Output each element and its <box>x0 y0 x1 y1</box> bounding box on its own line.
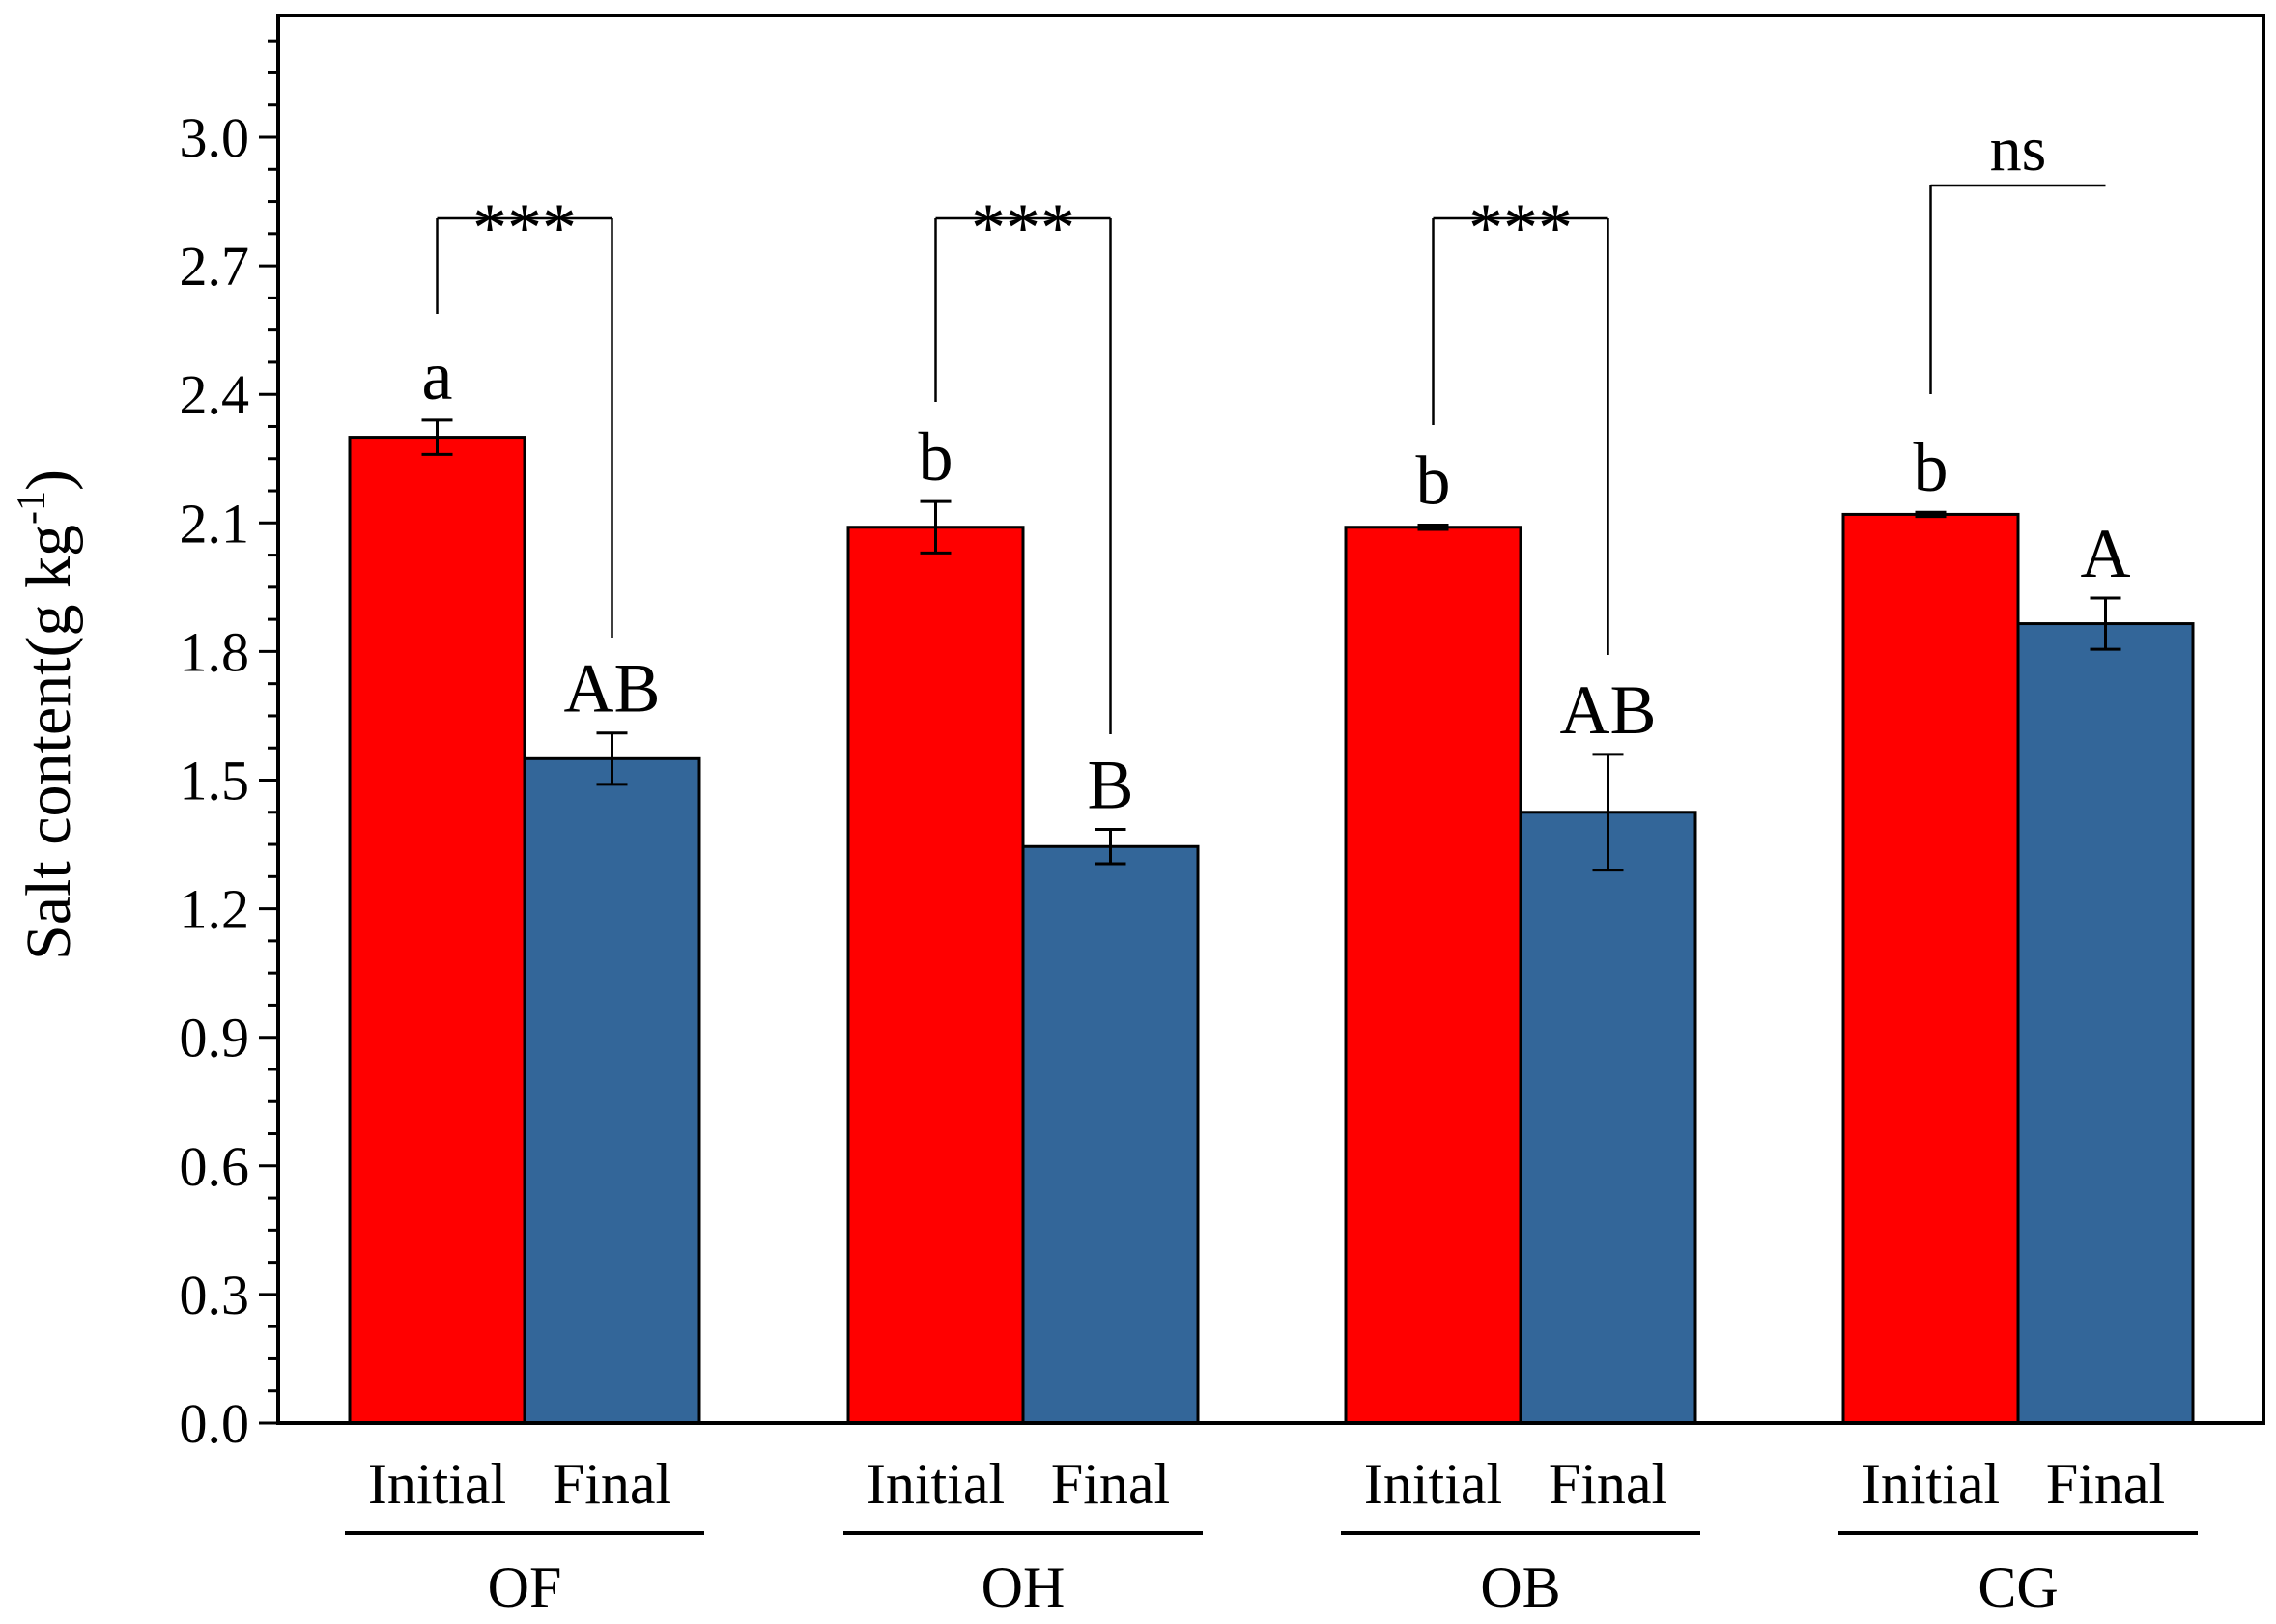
x-sublabel-final: Final <box>1549 1452 1667 1516</box>
y-tick-label: 0.3 <box>180 1264 250 1326</box>
y-tick-label: 1.5 <box>180 750 250 812</box>
x-category-label: OF <box>488 1555 562 1619</box>
significance-marker: *** <box>472 189 577 267</box>
x-sublabel-initial: Initial <box>368 1452 506 1516</box>
bar-cg-final <box>2016 622 2195 1425</box>
bar-oh-initial <box>846 526 1025 1425</box>
bar-ob-final <box>1519 811 1697 1425</box>
y-tick-label: 3.0 <box>180 106 250 169</box>
bar-ob-initial <box>1344 526 1522 1425</box>
y-tick-label: 0.9 <box>180 1007 250 1069</box>
y-tick-label: 0.6 <box>180 1135 250 1198</box>
x-sublabel-initial: Initial <box>1862 1452 2000 1516</box>
y-tick-label: 2.4 <box>180 363 250 426</box>
significance-letter: B <box>1087 747 1133 824</box>
bar-oh-final <box>1021 844 1200 1425</box>
y-tick-label: 1.8 <box>180 620 250 683</box>
x-sublabel-final: Final <box>553 1452 671 1516</box>
x-sublabel-final: Final <box>2046 1452 2165 1516</box>
plot-area: a b b b AB B AB A *** *** *** ns 0.0 0.3 0.6 0.9 1.2 1.5 1… <box>180 14 2265 1619</box>
significance-letter: b <box>919 418 953 496</box>
significance-letter: AB <box>1559 671 1656 749</box>
bar-of-initial <box>348 436 526 1425</box>
y-tick-label: 2.1 <box>180 492 250 555</box>
x-sublabel-initial: Initial <box>867 1452 1005 1516</box>
significance-marker: *** <box>1468 189 1573 267</box>
x-category-label: OH <box>982 1555 1066 1619</box>
y-tick-label: 2.7 <box>180 235 250 298</box>
x-category-label: OB <box>1480 1555 1560 1619</box>
x-category-label: CG <box>1977 1555 2058 1619</box>
significance-letter: a <box>422 337 453 414</box>
bar-cg-initial <box>1841 512 2020 1425</box>
significance-letter: AB <box>563 650 660 727</box>
significance-letter: A <box>2081 515 2131 592</box>
y-tick-label: 1.2 <box>180 878 250 941</box>
plot-frame <box>276 14 2265 1425</box>
y-axis-label-main: Salt content(g kg <box>14 525 84 960</box>
significance-letter: b <box>1416 442 1451 520</box>
significance-marker: ns <box>1990 114 2047 185</box>
y-axis-label-close: ) <box>14 470 84 491</box>
significance-letter: b <box>1914 429 1949 506</box>
bar-of-final <box>523 756 701 1425</box>
y-axis-label-superscript: -1 <box>10 491 54 525</box>
y-axis-label: Salt content(g kg-1) <box>10 470 84 960</box>
x-sublabel-final: Final <box>1051 1452 1170 1516</box>
significance-marker: *** <box>971 189 1075 267</box>
x-sublabel-initial: Initial <box>1364 1452 1502 1516</box>
y-tick-label: 0.0 <box>180 1392 250 1455</box>
